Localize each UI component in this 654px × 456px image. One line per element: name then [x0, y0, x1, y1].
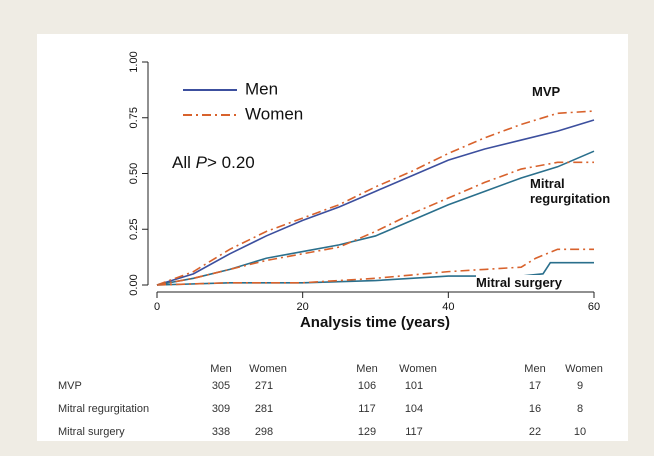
y-tick-label: 0.25 [128, 219, 140, 240]
table-cell: 9 [577, 380, 583, 392]
curve-label: Mitral surgery [476, 275, 562, 290]
table-cell: 117 [405, 426, 423, 438]
y-tick-label: 0.75 [128, 107, 140, 128]
table-cell: 129 [358, 426, 376, 438]
table-header: Women [565, 363, 603, 375]
series-line [156, 161, 594, 286]
table-cell: 281 [255, 403, 273, 415]
table-cell: 117 [358, 403, 376, 415]
curve-label: Mitral regurgitation [530, 176, 611, 206]
x-tick-label: 0 [154, 301, 160, 313]
x-tick-label: 60 [588, 301, 600, 313]
legend-label: Women [245, 104, 303, 123]
p-prefix: All [172, 153, 191, 172]
table-header: Women [399, 363, 437, 375]
table-cell: 338 [212, 426, 230, 438]
series-line [156, 119, 595, 286]
table-cell: 271 [255, 380, 273, 392]
table-header: Women [249, 363, 287, 375]
table-cell: 305 [212, 380, 230, 392]
panel [37, 34, 628, 441]
table-cell: 22 [529, 426, 541, 438]
table-cell: 309 [212, 403, 230, 415]
table-cell: 106 [358, 380, 376, 392]
x-tick-label: 20 [297, 301, 309, 313]
legend-label: Men [245, 79, 278, 98]
table-cell: 16 [529, 403, 541, 415]
table-header: Men [210, 363, 231, 375]
y-tick-label: 1.00 [128, 51, 140, 72]
y-tick-label: 0.50 [128, 163, 140, 184]
table-cell: 104 [405, 403, 423, 415]
p-symbol: P [196, 153, 208, 172]
series-line [156, 110, 595, 286]
y-tick-label: 0.00 [128, 274, 140, 295]
table-header: Men [524, 363, 545, 375]
table-cell: 17 [529, 380, 541, 392]
x-tick-label: 40 [442, 301, 454, 313]
table-cell: 298 [255, 426, 273, 438]
x-axis-title: Analysis time (years) [300, 314, 450, 331]
series-line [156, 150, 595, 286]
table-cell: 10 [574, 426, 586, 438]
table-row-label: Mitral surgery [58, 426, 125, 438]
p-value-note: All P> 0.20 [172, 153, 255, 172]
curve-label: MVP [532, 84, 561, 99]
table-row-label: Mitral regurgitation [58, 403, 149, 415]
table-cell: 8 [577, 403, 583, 415]
series-line [156, 248, 594, 286]
table-cell: 101 [405, 380, 423, 392]
p-rest: > 0.20 [207, 153, 255, 172]
table-row-label: MVP [58, 380, 82, 392]
table-header: Men [356, 363, 377, 375]
